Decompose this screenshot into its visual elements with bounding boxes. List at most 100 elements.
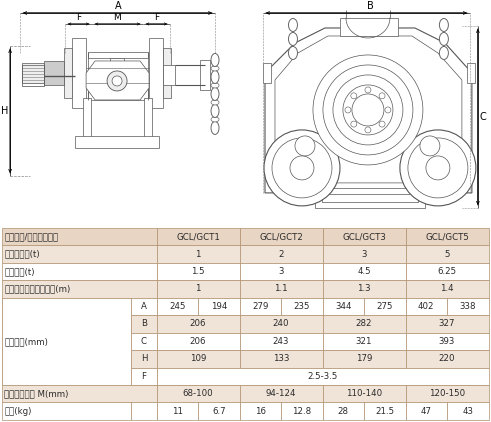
Bar xyxy=(467,63,475,83)
Text: 245: 245 xyxy=(169,302,186,311)
Text: H: H xyxy=(140,354,147,363)
Circle shape xyxy=(351,121,357,127)
Bar xyxy=(240,280,323,298)
Bar xyxy=(2,350,131,368)
Bar xyxy=(157,333,240,350)
Ellipse shape xyxy=(439,46,448,60)
Bar xyxy=(364,298,406,315)
Text: F: F xyxy=(155,14,160,22)
Bar xyxy=(323,385,406,403)
Text: 110-140: 110-140 xyxy=(346,389,382,398)
Bar xyxy=(406,350,489,368)
Ellipse shape xyxy=(211,83,219,88)
Text: 2: 2 xyxy=(278,249,284,259)
Text: 12.8: 12.8 xyxy=(292,407,311,416)
Text: B: B xyxy=(367,1,373,11)
Bar xyxy=(64,48,72,98)
Bar xyxy=(157,263,240,280)
Text: 11: 11 xyxy=(172,407,183,416)
Bar xyxy=(83,98,91,138)
Bar xyxy=(2,280,157,298)
Text: 21.5: 21.5 xyxy=(375,407,394,416)
Bar xyxy=(323,245,406,263)
Text: 試驗載荷(t): 試驗載荷(t) xyxy=(4,267,35,276)
Circle shape xyxy=(408,138,468,198)
Text: 主要尺寸(mm): 主要尺寸(mm) xyxy=(4,337,48,346)
Bar xyxy=(157,228,240,245)
Text: A: A xyxy=(115,1,121,11)
Bar xyxy=(2,333,131,350)
Circle shape xyxy=(365,127,371,133)
Circle shape xyxy=(343,85,393,135)
Text: 327: 327 xyxy=(439,319,455,328)
Circle shape xyxy=(112,76,122,86)
Bar xyxy=(406,245,489,263)
Text: M: M xyxy=(113,14,121,22)
Text: 47: 47 xyxy=(421,407,432,416)
Circle shape xyxy=(385,107,391,113)
Bar xyxy=(131,298,157,315)
Bar xyxy=(447,403,489,420)
Text: 单轨行車/手推单轨行車: 单轨行車/手推单轨行車 xyxy=(4,232,58,241)
Bar xyxy=(240,315,323,333)
Text: 402: 402 xyxy=(418,302,435,311)
Bar xyxy=(315,188,425,208)
Circle shape xyxy=(400,130,476,206)
Bar xyxy=(406,385,489,403)
Circle shape xyxy=(313,55,423,165)
Bar xyxy=(2,385,157,403)
Circle shape xyxy=(264,130,340,206)
Text: 235: 235 xyxy=(294,302,310,311)
Text: GCL/GCT5: GCL/GCT5 xyxy=(425,232,469,241)
Bar xyxy=(240,228,323,245)
Bar xyxy=(198,403,240,420)
Bar xyxy=(406,280,489,298)
Bar xyxy=(323,280,406,298)
Bar xyxy=(149,38,163,108)
Ellipse shape xyxy=(211,54,219,66)
Text: 94-124: 94-124 xyxy=(266,389,296,398)
Text: 額定載重量(t): 額定載重量(t) xyxy=(4,249,40,259)
Text: 1.5: 1.5 xyxy=(191,267,205,276)
Bar xyxy=(75,136,159,148)
Ellipse shape xyxy=(211,122,219,135)
Text: 109: 109 xyxy=(190,354,206,363)
Bar xyxy=(240,350,323,368)
Circle shape xyxy=(426,156,450,180)
Bar xyxy=(323,263,406,280)
Text: B: B xyxy=(141,319,147,328)
Text: H: H xyxy=(1,106,8,116)
Text: 393: 393 xyxy=(439,337,455,346)
Text: 28: 28 xyxy=(338,407,349,416)
Bar xyxy=(240,385,323,403)
Text: GCL/GCT3: GCL/GCT3 xyxy=(342,232,386,241)
Bar xyxy=(2,298,131,315)
Circle shape xyxy=(379,93,385,99)
Text: 1.4: 1.4 xyxy=(440,284,454,293)
Bar xyxy=(131,403,157,420)
Circle shape xyxy=(365,87,371,93)
Polygon shape xyxy=(275,36,462,183)
Bar xyxy=(157,298,198,315)
Circle shape xyxy=(352,94,384,126)
Polygon shape xyxy=(265,28,472,193)
Ellipse shape xyxy=(211,117,219,122)
Bar xyxy=(323,350,406,368)
Text: A: A xyxy=(141,302,147,311)
Text: 206: 206 xyxy=(190,319,206,328)
Text: 5: 5 xyxy=(444,249,450,259)
Bar xyxy=(447,298,489,315)
Bar xyxy=(88,52,148,58)
Polygon shape xyxy=(86,61,149,100)
Bar xyxy=(163,48,171,98)
Ellipse shape xyxy=(439,19,448,32)
Text: 6.25: 6.25 xyxy=(437,267,457,276)
Text: 43: 43 xyxy=(463,407,473,416)
Bar xyxy=(364,403,406,420)
Bar xyxy=(323,403,364,420)
Bar xyxy=(157,368,489,385)
Text: 133: 133 xyxy=(273,354,289,363)
Circle shape xyxy=(379,121,385,127)
Text: 4.5: 4.5 xyxy=(357,267,371,276)
Ellipse shape xyxy=(289,46,298,60)
